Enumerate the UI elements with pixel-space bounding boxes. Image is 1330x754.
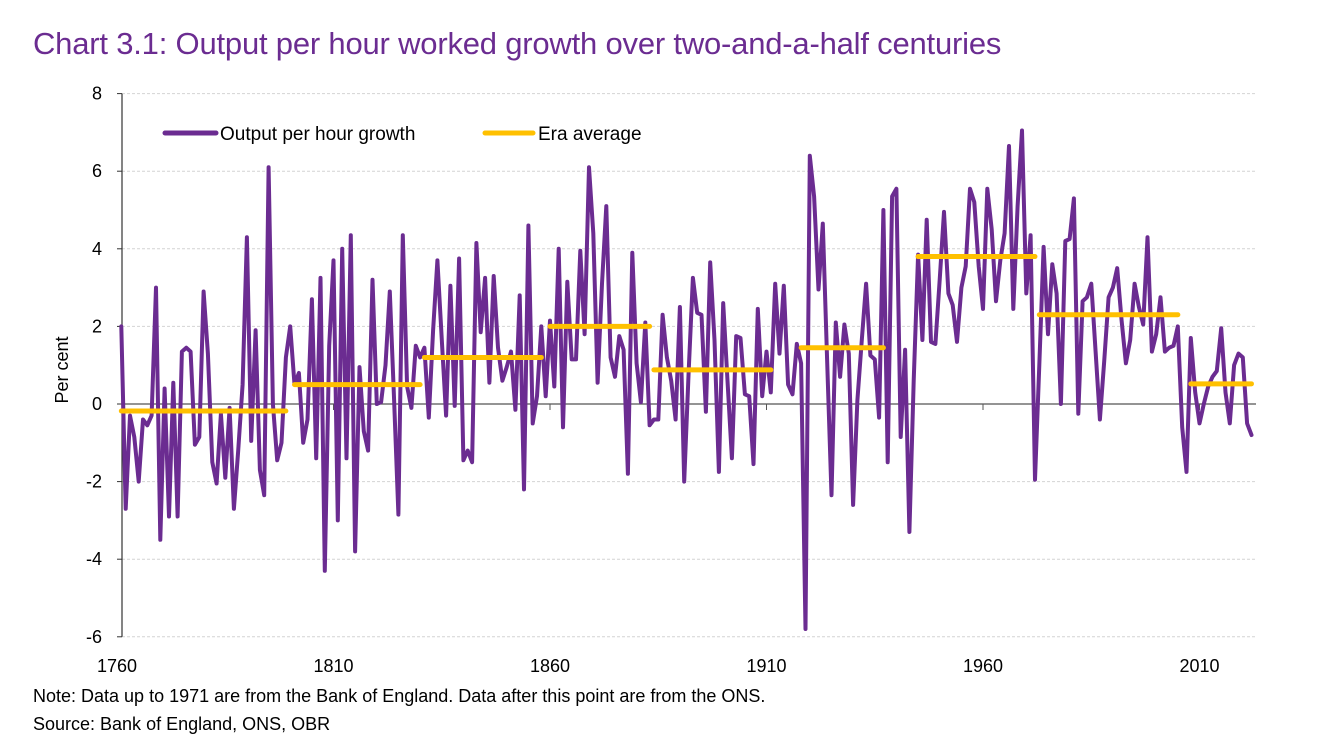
y-tick-label: 2 [92, 316, 102, 336]
y-tick-label: 6 [92, 161, 102, 181]
y-tick-label: 0 [92, 394, 102, 414]
y-axis-label: Per cent [52, 336, 72, 403]
x-tick-label: 1860 [530, 656, 570, 676]
axes [117, 93, 1256, 638]
legend-label-era: Era average [538, 124, 642, 145]
legend-label-output: Output per hour growth [220, 124, 415, 145]
x-tick-label: 1810 [313, 656, 353, 676]
y-tick-label: 4 [92, 239, 102, 259]
series-layer [118, 128, 1254, 631]
y-tick-labels: -6 -4 -2 0 2 4 6 8 [86, 84, 102, 647]
y-tick-label: 8 [92, 84, 102, 104]
x-tick-label: 1760 [97, 656, 137, 676]
x-tick-label: 2010 [1179, 656, 1219, 676]
y-tick-label: -2 [86, 472, 102, 492]
y-tick-label: -6 [86, 627, 102, 647]
x-tick-labels: 1760 1810 1860 1910 1960 2010 [97, 656, 1220, 676]
x-tick-label: 1960 [963, 656, 1003, 676]
chart-source: Source: Bank of England, ONS, OBR [33, 714, 331, 734]
y-tick-label: -4 [86, 549, 102, 569]
legend: Output per hour growth Era average [162, 124, 642, 145]
output-per-hour-growth-line [119, 128, 1254, 631]
x-tick-label: 1910 [746, 656, 786, 676]
chart-title: Chart 3.1: Output per hour worked growth… [33, 26, 1002, 61]
chart-note: Note: Data up to 1971 are from the Bank … [33, 686, 766, 706]
